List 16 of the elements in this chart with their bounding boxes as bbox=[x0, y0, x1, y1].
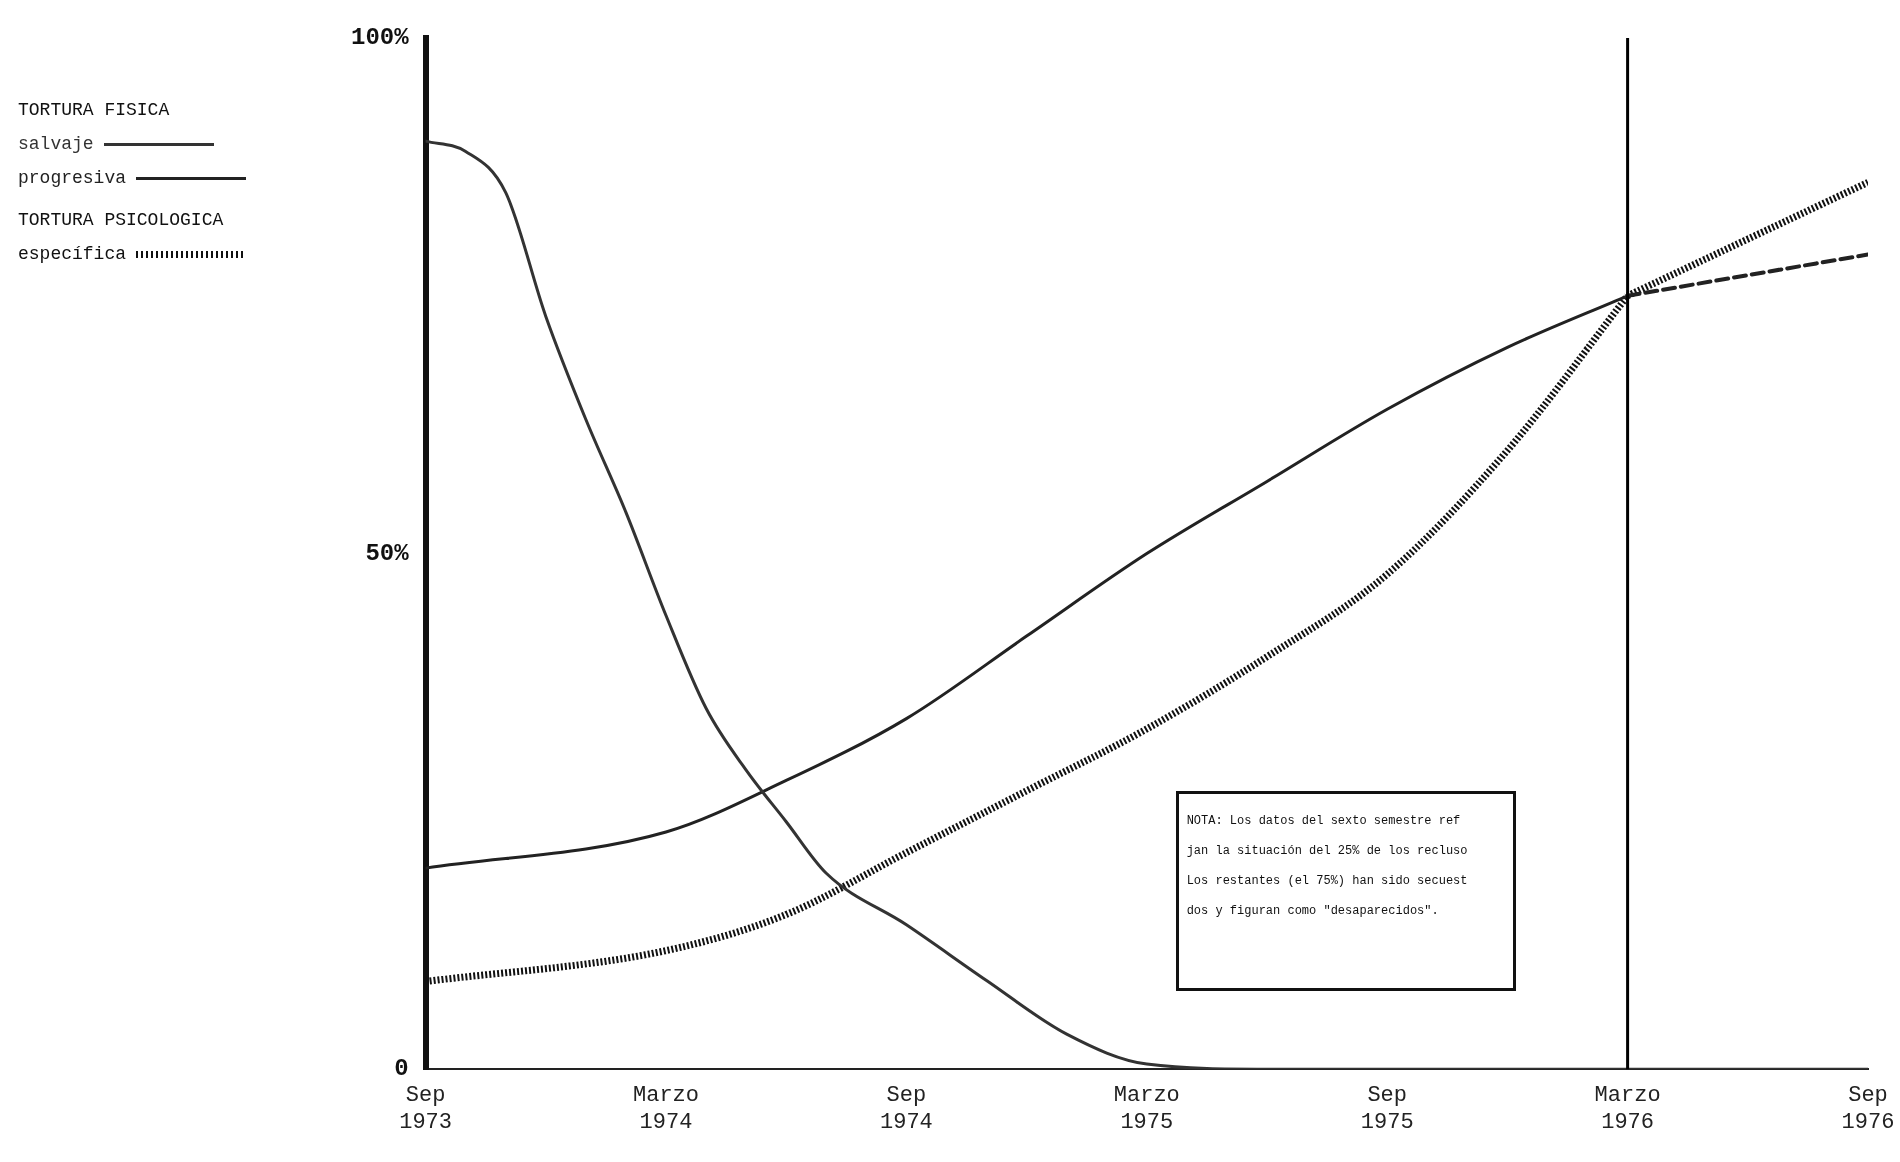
x-tick-label: Marzo 1974 bbox=[633, 1083, 700, 1135]
text: TORTURA FISICA bbox=[18, 100, 171, 120]
x-tick-label: Sep 1974 bbox=[880, 1083, 933, 1135]
text: salvaje bbox=[18, 134, 94, 154]
x-tick-label: Marzo 1975 bbox=[1113, 1083, 1180, 1135]
x-tick-label: Sep 1973 bbox=[399, 1083, 453, 1135]
legend-label: específica bbox=[18, 244, 127, 264]
text: TORTURA PSICOLOGICA bbox=[18, 210, 225, 230]
x-tick-label: Sep 1975 bbox=[1360, 1083, 1414, 1135]
text: progresiva bbox=[18, 168, 127, 188]
x-tick-label: Marzo 1976 bbox=[1594, 1083, 1661, 1135]
text: NOTA: Los datos del sexto semestre ref jan la situación del 25% de los recluso Los restantes (el 75%) han sido secuest dos y figuran como "desaparecidos". bbox=[1186, 813, 1468, 918]
y-tick-label: 50% bbox=[365, 539, 410, 567]
x-tick-label: Sep 1976 bbox=[1841, 1083, 1895, 1135]
y-tick-label: 0 bbox=[394, 1055, 409, 1083]
y-tick-label: 100% bbox=[351, 24, 410, 52]
